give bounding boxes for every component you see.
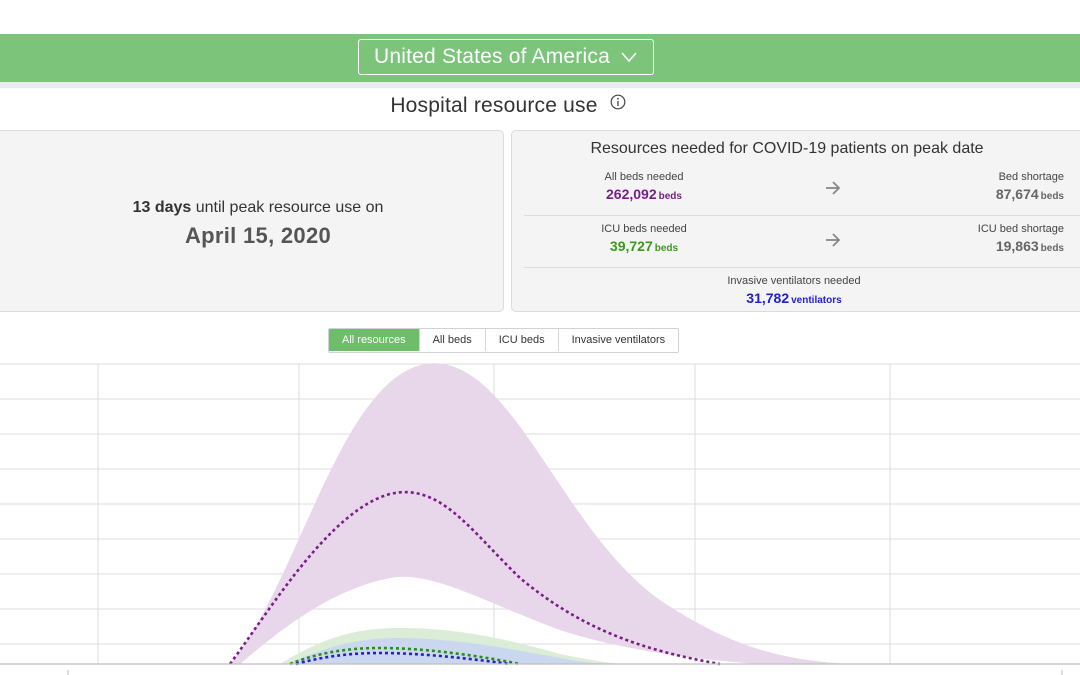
resources-card: Resources needed for COVID-19 patients o…: [511, 130, 1080, 312]
toggle-invasive-ventilators[interactable]: Invasive ventilators: [558, 329, 679, 351]
bed-shortage: Bed shortage 87,674 beds: [894, 171, 1064, 204]
toggle-icu-beds[interactable]: ICU beds: [485, 329, 559, 351]
icu-shortage-value: 19,863: [995, 238, 1039, 254]
icu-beds-projection-line: [289, 646, 521, 666]
peak-days: 13 days: [132, 199, 192, 216]
arrow-right-icon: [826, 181, 841, 195]
chevron-down-icon: [621, 52, 637, 63]
ventilators-row: Invasive ventilators needed 31,782 ventil…: [524, 269, 1080, 319]
arrow-right-icon: [826, 233, 841, 247]
bed-shortage-label: Bed shortage: [998, 171, 1064, 183]
ventilators-label: Invasive ventilators needed: [727, 275, 861, 287]
peak-countdown: 13 days until peak resource use on: [1, 199, 515, 217]
all-beds-unit: beds: [658, 191, 682, 202]
icu-beds-row: ICU beds needed 39,727 beds ICU bed short…: [524, 217, 1080, 268]
peak-text: until peak resource use on: [195, 199, 384, 216]
ventilators-uncertainty-band: [288, 638, 615, 664]
icu-beds-needed: ICU beds needed 39,727 beds: [524, 223, 764, 256]
all-beds-projection-line: [228, 491, 721, 666]
all-beds-label: All beds needed: [604, 171, 684, 183]
country-select-label: United States of America: [374, 45, 610, 68]
all-beds-needed: All beds needed 262,092 beds: [524, 171, 764, 204]
ventilators-unit: ventilators: [791, 295, 842, 306]
page-title: Hospital resource use: [0, 94, 1016, 118]
country-select[interactable]: United States of America: [358, 39, 654, 75]
icu-beds-value: 39,727: [609, 238, 653, 254]
icu-shortage-unit: beds: [1040, 243, 1064, 254]
page-title-text: Hospital resource use: [390, 94, 598, 117]
peak-card: 13 days until peak resource use on April…: [0, 130, 504, 312]
info-icon[interactable]: [610, 94, 626, 110]
resource-chart: [0, 363, 1080, 675]
toggle-all-beds[interactable]: All beds: [419, 329, 486, 351]
ventilators-value: 31,782: [746, 290, 790, 306]
bed-shortage-unit: beds: [1040, 191, 1064, 202]
bed-shortage-value: 87,674: [995, 186, 1039, 202]
ventilators-projection-line: [295, 651, 511, 666]
header-bar: United States of America: [0, 34, 1080, 88]
icu-shortage-label: ICU bed shortage: [977, 223, 1064, 235]
toggle-all-resources[interactable]: All resources: [329, 329, 420, 351]
peak-date: April 15, 2020: [184, 223, 332, 248]
resource-toggle-group: All resources All beds ICU beds Invasive…: [328, 328, 680, 353]
resources-title: Resources needed for COVID-19 patients o…: [590, 140, 984, 157]
all-beds-row: All beds needed 262,092 beds Bed shortage…: [524, 165, 1080, 216]
ventilators-needed: Invasive ventilators needed 31,782 ventil…: [664, 275, 924, 308]
icu-bed-shortage: ICU bed shortage 19,863 beds: [894, 223, 1064, 256]
icu-beds-label: ICU beds needed: [601, 223, 687, 235]
all-beds-uncertainty-band: [230, 363, 850, 664]
icu-beds-unit: beds: [654, 243, 679, 254]
all-beds-value: 262,092: [606, 186, 657, 202]
